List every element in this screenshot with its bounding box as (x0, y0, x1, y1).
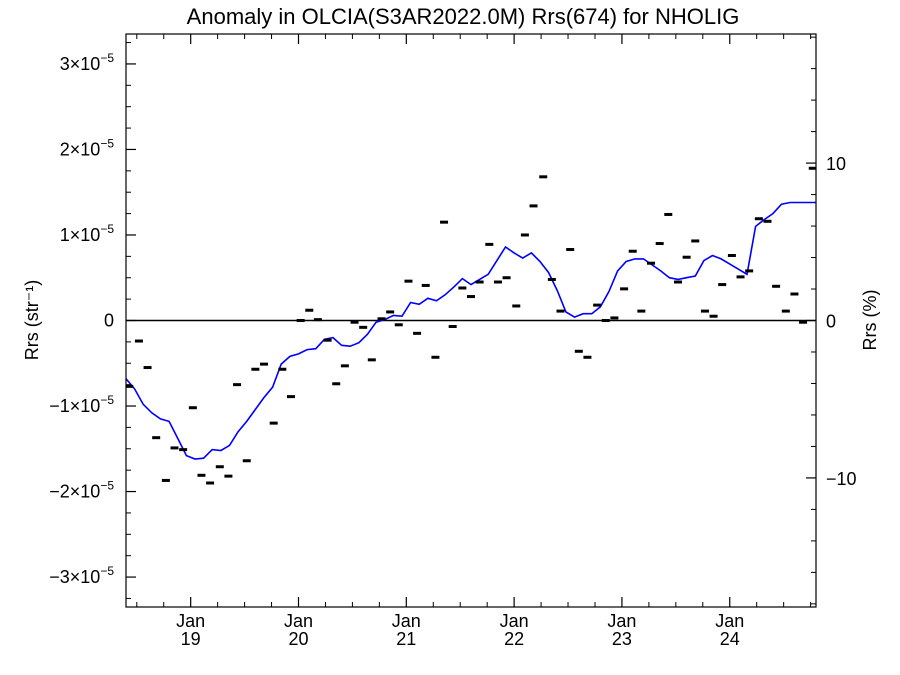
x-tick-year-label: 19 (181, 629, 201, 649)
x-tick-year-label: 22 (504, 629, 524, 649)
y-axis-label-right: Rrs (%) (860, 290, 880, 351)
x-tick-month-label: Jan (500, 611, 529, 631)
x-tick-month-label: Jan (715, 611, 744, 631)
left-tick-label: 3×10−5 (60, 51, 115, 74)
right-tick-label: 0 (826, 312, 836, 332)
x-tick-month-label: Jan (284, 611, 313, 631)
right-tick-label: −10 (826, 469, 857, 489)
x-tick-month-label: Jan (607, 611, 636, 631)
left-tick-label: 1×10−5 (60, 222, 115, 245)
x-tick-year-label: 23 (612, 629, 632, 649)
y-axis-label-left: Rrs (str⁻¹) (22, 280, 42, 360)
x-tick-month-label: Jan (176, 611, 205, 631)
left-tick-label: −3×10−5 (49, 564, 114, 587)
running-mean-line (126, 201, 816, 460)
left-tick-label: 0 (104, 311, 114, 331)
right-y-axis: 10 0 −10 (806, 36, 857, 605)
left-tick-label: 2×10−5 (60, 136, 115, 159)
x-tick-year-label: 20 (288, 629, 308, 649)
left-tick-label: −1×10−5 (49, 393, 114, 416)
right-tick-label: 10 (826, 154, 846, 174)
x-tick-year-label: 24 (720, 629, 740, 649)
x-tick-year-label: 21 (396, 629, 416, 649)
left-tick-label: −2×10−5 (49, 479, 114, 502)
x-tick-month-label: Jan (392, 611, 421, 631)
left-y-axis: 3×10−5 2×10−5 1×10−5 0 −1×10−5 −2×10−5 −3×10−5 (49, 42, 136, 599)
chart-title: Anomaly in OLCIA(S3AR2022.0M) Rrs(674) f… (187, 4, 740, 29)
